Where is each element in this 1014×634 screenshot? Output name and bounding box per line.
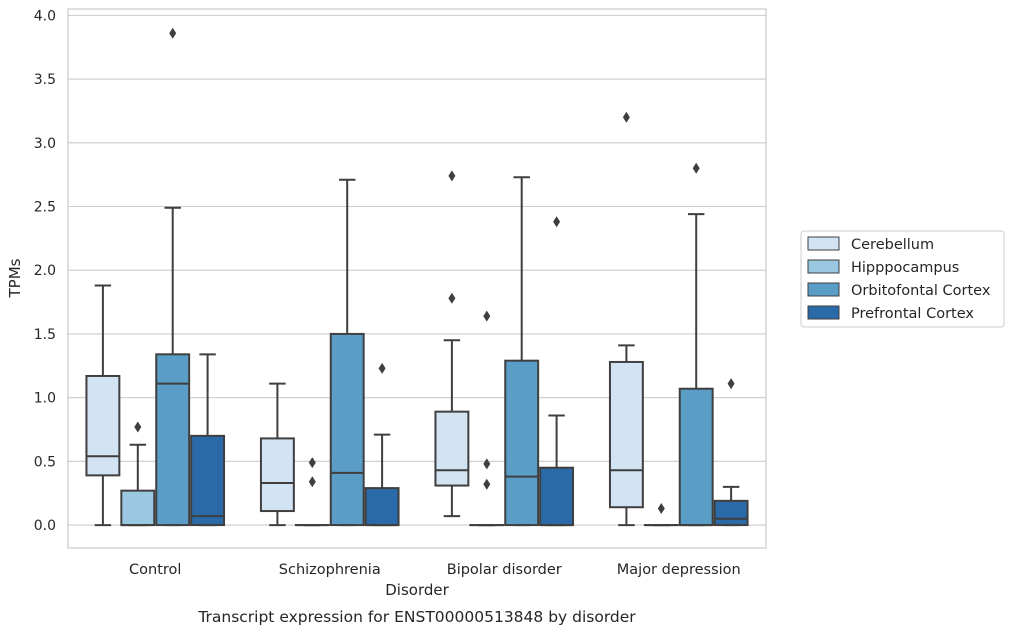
legend-swatch [807, 305, 840, 320]
y-tick-label: 4.0 [34, 8, 56, 24]
outlier-point [448, 170, 456, 182]
x-axis-label: Disorder [385, 581, 449, 599]
y-tick-label: 2.5 [34, 200, 56, 216]
outlier-point [622, 111, 630, 123]
legend-label: Orbitofontal Cortex [851, 283, 991, 299]
x-axis-ticks: Control Schizophrenia Bipolar disorder Majo… [129, 562, 741, 578]
legend-frame [800, 230, 1005, 328]
box-body [85, 374, 121, 477]
box-body [329, 332, 365, 527]
legend-label: Hipppocampus [851, 260, 959, 276]
y-tick-label: 0.0 [34, 518, 56, 534]
outlier-point [553, 216, 561, 228]
box [434, 170, 470, 518]
box-body [539, 466, 575, 527]
outlier-point [134, 421, 142, 433]
box-body [434, 410, 470, 487]
outlier-point [692, 162, 700, 174]
box-body [259, 437, 295, 513]
box [469, 310, 505, 527]
legend-swatch [807, 259, 840, 274]
box-body [504, 359, 540, 527]
legend-label: Prefrontal Cortex [851, 306, 974, 322]
legend-swatch [807, 236, 840, 251]
boxes [85, 27, 749, 527]
outlier-point [483, 310, 491, 322]
box-body [190, 434, 226, 527]
box [85, 284, 121, 527]
outlier-point [483, 478, 491, 490]
box [539, 216, 575, 527]
outlier-point [483, 458, 491, 470]
box [294, 457, 330, 527]
box [329, 178, 365, 527]
y-tick-label: 2.0 [34, 263, 56, 279]
box [155, 27, 191, 527]
box-body [120, 489, 156, 527]
y-axis-ticks: 0.0 0.5 1.0 1.5 2.0 2.5 3.0 3.5 4.0 [34, 8, 56, 534]
box [643, 502, 679, 527]
plot-area-frame [67, 8, 767, 549]
x-tick-label: Control [129, 562, 181, 578]
box-body [155, 353, 191, 527]
box [713, 378, 749, 527]
x-tick-label: Schizophrenia [279, 562, 381, 578]
legend-swatch [807, 282, 840, 297]
box [504, 176, 540, 527]
x-tick-label: Bipolar disorder [447, 562, 562, 578]
outlier-point [308, 476, 316, 488]
y-tick-label: 3.0 [34, 136, 56, 152]
y-tick-label: 0.5 [34, 454, 56, 470]
box [678, 162, 714, 527]
y-tick-label: 1.0 [34, 391, 56, 407]
box [608, 111, 644, 527]
outlier-point [169, 27, 177, 39]
outlier-point [308, 457, 316, 469]
box-body [364, 487, 400, 527]
chart-caption: Transcript expression for ENST0000051384… [197, 608, 636, 626]
box [364, 362, 400, 527]
outlier-point [657, 502, 665, 514]
legend-label: Cerebellum [851, 237, 934, 253]
box [259, 382, 295, 527]
y-axis-label: TPMs [6, 258, 24, 298]
box-body [678, 387, 714, 527]
legend: Cerebellum Hipppocampus Orbitofontal Corte… [800, 230, 1005, 328]
outlier-point [448, 292, 456, 304]
box-body [608, 360, 644, 509]
outlier-point [727, 378, 735, 390]
y-tick-label: 3.5 [34, 72, 56, 88]
box-body [713, 499, 749, 527]
outlier-point [378, 362, 386, 374]
box [190, 353, 226, 527]
x-tick-label: Major depression [617, 562, 741, 578]
box [120, 421, 156, 527]
y-tick-label: 1.5 [34, 327, 56, 343]
